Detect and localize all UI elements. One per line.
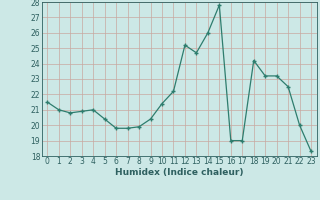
X-axis label: Humidex (Indice chaleur): Humidex (Indice chaleur)	[115, 168, 244, 177]
